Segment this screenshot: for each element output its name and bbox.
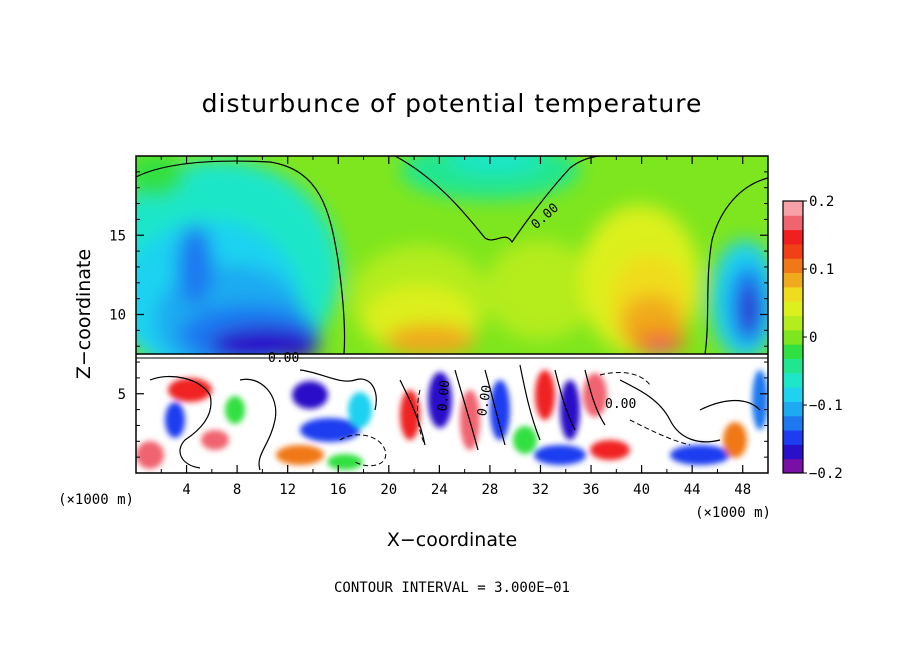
colorbar-tick-label: −0.2 xyxy=(809,466,843,482)
y-tick-label: 10 xyxy=(109,308,126,324)
colorbar-swatch xyxy=(783,401,803,417)
x-tick-label: 28 xyxy=(481,482,498,498)
x-tick-label: 40 xyxy=(633,482,650,498)
colorbar-tick-label: 0 xyxy=(809,330,817,346)
x-tick-label: 32 xyxy=(532,482,549,498)
x-tick-label: 16 xyxy=(330,482,347,498)
colorbar-swatch xyxy=(783,301,803,317)
colorbar-swatch xyxy=(783,258,803,274)
colorbar-swatch xyxy=(783,358,803,374)
x-tick-label: 44 xyxy=(684,482,701,498)
contour-label: 0.00 xyxy=(475,384,495,417)
colorbar: 0.2 0.1 0 −0.1 −0.2 xyxy=(782,194,843,482)
x-axis-title: X−coordinate xyxy=(387,529,517,551)
x-axis: 4 8 12 16 20 24 28 32 36 40 44 48 xyxy=(160,156,751,498)
colorbar-tick-label: 0.1 xyxy=(809,262,834,278)
x-tick-label: 48 xyxy=(734,482,751,498)
x-tick-label: 8 xyxy=(233,482,241,498)
contour-label: 0.00 xyxy=(435,379,453,412)
colorbar-swatch xyxy=(783,243,803,259)
chart-title: disturbunce of potential temperature xyxy=(202,89,703,118)
heatmap-field xyxy=(136,156,768,473)
x-tick-label: 24 xyxy=(431,482,448,498)
x-tick-label: 4 xyxy=(182,482,190,498)
colorbar-swatch xyxy=(783,415,803,431)
colorbar-swatch xyxy=(783,329,803,345)
y-tick-label: 15 xyxy=(109,228,126,244)
colorbar-swatch xyxy=(783,444,803,460)
y-axis: 5 10 15 xyxy=(109,171,768,458)
colorbar-swatch xyxy=(783,229,803,245)
contour-label: 0.00 xyxy=(605,397,636,412)
x-tick-label: 12 xyxy=(279,482,296,498)
colorbar-swatch xyxy=(783,458,803,474)
colorbar-swatch xyxy=(783,215,803,231)
x-tick-label: 36 xyxy=(583,482,600,498)
x-unit-right: (×1000 m) xyxy=(695,505,771,521)
colorbar-swatch xyxy=(783,372,803,388)
colorbar-tick-label: −0.1 xyxy=(809,398,843,414)
colorbar-swatch xyxy=(783,387,803,402)
colorbar-swatch xyxy=(783,430,803,445)
x-tick-label: 20 xyxy=(380,482,397,498)
y-tick-label: 5 xyxy=(118,387,126,403)
colorbar-swatch xyxy=(783,201,803,216)
colorbar-swatch xyxy=(783,344,803,359)
colorbar-swatch xyxy=(783,272,803,288)
colorbar-swatch xyxy=(783,286,803,302)
colorbar-swatch xyxy=(783,315,803,331)
x-unit-left: (×1000 m) xyxy=(58,492,134,508)
colorbar-tick-label: 0.2 xyxy=(809,194,834,210)
y-axis-title: Z−coordinate xyxy=(73,249,95,379)
contour-label: 0.00 xyxy=(268,351,299,366)
contour-interval-label: CONTOUR INTERVAL = 3.000E−01 xyxy=(334,580,570,596)
